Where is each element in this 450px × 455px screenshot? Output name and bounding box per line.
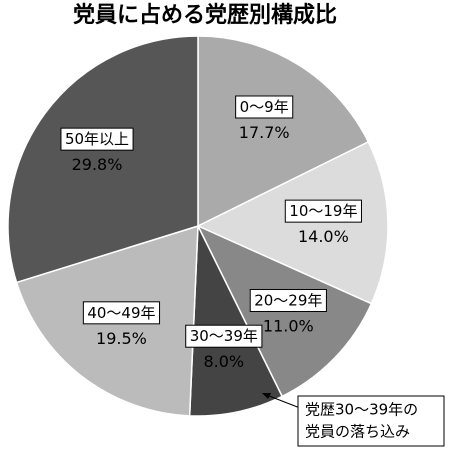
pie-slice bbox=[188, 225, 284, 417]
value-label: 14.0% bbox=[298, 227, 349, 246]
value-label: 19.5% bbox=[96, 329, 147, 348]
annotation-text: 党員の落ち込み bbox=[305, 423, 410, 441]
value-label: 11.0% bbox=[263, 316, 314, 335]
value-label: 17.7% bbox=[239, 123, 290, 142]
slice-label: 0～9年 bbox=[240, 98, 289, 116]
annotation-arrowhead bbox=[262, 393, 271, 399]
label-box bbox=[249, 288, 327, 312]
value-label: 29.8% bbox=[72, 155, 123, 174]
slice-label: 50年以上 bbox=[65, 130, 129, 148]
slice-label: 30～39年 bbox=[190, 327, 258, 345]
chart-title: 党員に占める党歴別構成比 bbox=[73, 2, 337, 28]
annotation-box bbox=[297, 395, 445, 447]
annotation-arrow bbox=[263, 393, 301, 409]
label-box bbox=[82, 301, 161, 325]
pie-slice bbox=[7, 35, 199, 284]
label-box bbox=[235, 95, 294, 119]
slice-label: 40～49年 bbox=[87, 304, 155, 322]
slice-label: 10～19年 bbox=[289, 202, 357, 220]
value-label: 8.0% bbox=[203, 352, 244, 371]
annotation-text: 党歴30～39年の bbox=[305, 401, 418, 419]
label-box bbox=[284, 199, 362, 223]
slice-label: 20～29年 bbox=[254, 291, 322, 309]
pie-slice bbox=[197, 35, 370, 228]
label-box bbox=[185, 324, 263, 348]
label-box bbox=[60, 127, 134, 151]
pie-slice bbox=[196, 140, 389, 305]
